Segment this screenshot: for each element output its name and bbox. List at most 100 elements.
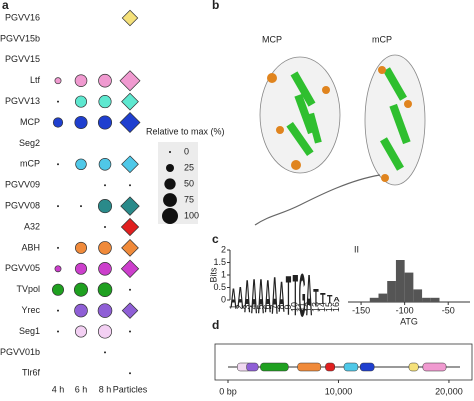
x-tick-label: 20,000	[435, 386, 463, 396]
dot	[74, 303, 88, 318]
dot	[129, 372, 131, 375]
row-label: Seg2	[19, 138, 40, 148]
row-label: PGVV15b	[0, 33, 40, 43]
dot	[57, 309, 59, 312]
panel-label: a	[2, 0, 9, 12]
dot	[80, 205, 82, 208]
dot	[74, 241, 88, 254]
dot	[98, 95, 112, 109]
bar	[378, 293, 388, 302]
y-tick-label: 1.5	[213, 257, 226, 267]
legend-dot	[169, 151, 171, 153]
dot	[57, 205, 59, 208]
diamond	[121, 92, 139, 111]
dot	[97, 324, 113, 339]
x-tick-label: -150	[352, 305, 370, 315]
diamond	[121, 9, 139, 27]
dot	[74, 115, 88, 130]
row-label: PGVV01b	[0, 347, 40, 357]
hist-title: II	[354, 244, 359, 254]
x-tick-label: 13	[310, 302, 320, 312]
structure-label: MCP	[262, 34, 282, 44]
row-label: TVpol	[16, 284, 40, 294]
y-tick-label: 2	[221, 244, 226, 254]
dot	[74, 95, 88, 108]
x-tick-label: 7	[269, 304, 279, 309]
bar	[413, 289, 423, 302]
diamond	[121, 155, 139, 174]
logo-letter: G	[299, 262, 306, 331]
logo-letter: A	[333, 296, 340, 303]
row-label: PGVV16	[5, 12, 40, 22]
dot	[104, 351, 106, 354]
bar	[395, 260, 405, 302]
dot	[97, 282, 113, 297]
diamond	[120, 259, 140, 278]
panel-label: d	[212, 318, 219, 332]
column-label: 6 h	[75, 384, 88, 394]
column-label: 8 h	[99, 384, 112, 394]
x-tick-label: 2	[235, 304, 245, 309]
gene	[422, 362, 447, 372]
x-tick-label: 8	[276, 304, 286, 309]
row-label: PGVV13	[5, 96, 40, 106]
row-label: PGVV08	[5, 200, 40, 210]
gene	[325, 362, 335, 372]
diamond	[121, 302, 139, 319]
bar	[387, 281, 396, 302]
dot	[57, 246, 59, 249]
row-label: mCP	[20, 159, 40, 169]
row-label: Ltf	[30, 75, 41, 85]
y-tick-label: 1	[221, 269, 226, 279]
dot	[54, 77, 62, 85]
x-tick-label: 10	[290, 302, 300, 312]
x-tick-label: 0 bp	[219, 386, 237, 396]
row-label: Yrec	[21, 305, 40, 315]
dot	[104, 226, 106, 228]
logo-letter: A	[244, 272, 250, 323]
gene	[260, 362, 289, 372]
dot	[51, 283, 65, 296]
logo-letter: T	[313, 284, 319, 312]
logo-letter: T	[320, 291, 326, 308]
legend-label: 50	[184, 178, 194, 188]
structure-label: mCP	[372, 34, 392, 44]
bar	[430, 297, 440, 302]
dot	[129, 184, 131, 187]
x-tick-label: 1	[228, 304, 238, 309]
legend-dot	[163, 193, 177, 207]
dot	[57, 163, 59, 166]
gene	[408, 362, 419, 372]
x-tick-label: 5	[255, 304, 265, 309]
dot	[75, 158, 87, 171]
x-tick-label: 6	[262, 304, 272, 309]
logo-letter: T	[327, 293, 333, 307]
logo-letter: A	[278, 273, 284, 321]
legend-label: 0	[184, 146, 189, 156]
panel-label: b	[212, 0, 219, 12]
diamond	[120, 217, 140, 237]
dot	[97, 303, 113, 318]
legend-title: Relative to max (%)	[146, 126, 225, 136]
row-label: PGVV15	[5, 54, 40, 64]
logo-letter: A	[271, 266, 277, 325]
dot	[98, 73, 112, 88]
x-tick-label: 15	[324, 302, 334, 312]
legend-label: 25	[184, 162, 194, 172]
panel-label: c	[212, 232, 219, 246]
structure-mcp-minor	[254, 54, 426, 226]
bar	[422, 297, 431, 302]
row-label: ABH	[21, 242, 40, 252]
row-label: PGVV05	[5, 263, 40, 273]
logo-letter: T	[293, 262, 298, 328]
x-tick-label: -50	[442, 305, 455, 315]
x-tick-label: 16	[331, 302, 341, 312]
dot	[129, 288, 131, 291]
logo-letter: A	[230, 283, 236, 314]
dot	[73, 282, 89, 297]
row-label: MCP	[20, 117, 40, 127]
bar	[369, 297, 379, 302]
diamond	[120, 196, 140, 216]
dot	[57, 330, 59, 333]
